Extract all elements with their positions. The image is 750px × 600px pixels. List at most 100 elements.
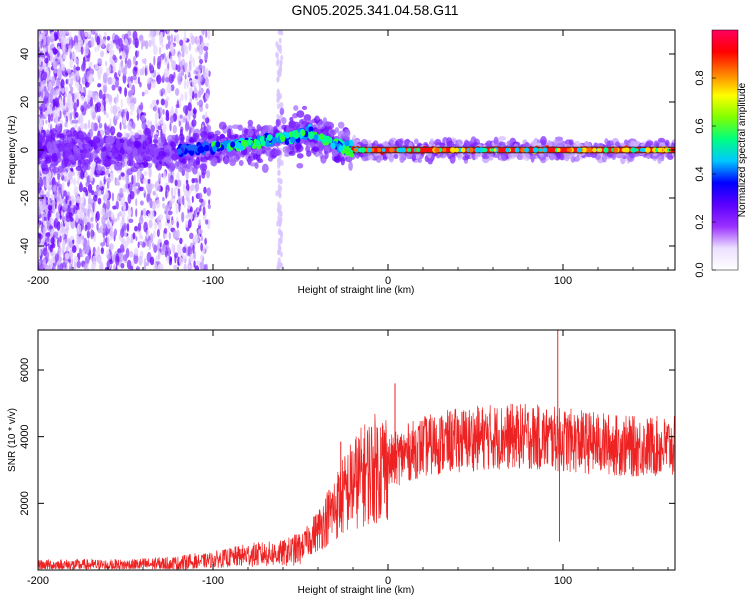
spectrogram-noise-cell — [103, 110, 107, 116]
spectrogram-noise-cell — [171, 219, 175, 224]
spectrogram-noise-cell — [128, 218, 134, 224]
spectrogram-halo-cell — [126, 155, 135, 160]
spectrogram-noise-cell — [51, 80, 55, 87]
spectrogram-noise-cell — [126, 110, 130, 122]
spectrogram-noise-cell — [33, 44, 36, 49]
spectrogram-noise-cell — [153, 55, 156, 66]
spectrogram-noise-cell — [124, 45, 129, 55]
spectrogram-halo-cell — [101, 151, 106, 161]
spectrogram-noise-cell — [178, 202, 181, 213]
spectrogram-noise-cell — [185, 121, 190, 131]
spectrogram-noise-cell — [169, 122, 172, 132]
spectrogram-noise-cell — [187, 101, 192, 112]
spectrogram-noise-cell — [34, 107, 37, 113]
spectrogram-noise-cell — [43, 35, 46, 47]
spectrogram-noise-cell — [94, 103, 99, 113]
spectrogram-noise-cell — [169, 55, 173, 63]
spectrogram-noise-cell — [49, 244, 53, 253]
spectrogram-halo-cell — [149, 146, 156, 156]
spectrogram-noise-cell — [177, 76, 182, 85]
spectrogram-noise-cell — [33, 125, 37, 131]
spectrogram-halo-cell — [456, 153, 463, 159]
spectrogram-noise-cell — [96, 44, 100, 52]
spectrogram-halo-cell — [74, 138, 83, 144]
spectrogram-noise-cell — [49, 54, 54, 64]
spectrogram-noise-cell — [33, 35, 36, 40]
spectrogram-halo-cell — [38, 133, 46, 144]
spectrogram-noise-cell — [33, 251, 36, 255]
spectrogram-halo-cell — [247, 129, 254, 137]
spectrogram-noise-cell — [162, 108, 165, 115]
spectrogram-noise-cell — [35, 119, 37, 125]
spectrogram-halo-cell — [340, 156, 345, 166]
spectrogram-noise-cell — [54, 190, 58, 196]
spectrogram-noise-cell — [44, 91, 50, 99]
spectrogram-halo-cell — [50, 127, 57, 137]
spectrogram-noise-cell — [158, 46, 162, 55]
spectrogram-noise-cell — [33, 111, 36, 117]
spectrogram-noise-cell — [157, 55, 162, 66]
spectrogram-noise-cell — [90, 228, 94, 240]
spectrogram-noise-cell — [145, 182, 151, 191]
spectrogram-noise-cell — [33, 68, 36, 77]
spectrogram-noise-cell — [90, 208, 94, 217]
spectrogram-noise-cell — [69, 235, 75, 241]
spectrogram-noise-cell — [115, 264, 118, 270]
spectrogram-halo-cell — [334, 127, 340, 134]
spectrogram-halo-cell — [493, 136, 499, 145]
spectrogram-noise-cell — [85, 43, 89, 54]
spectrogram-noise-cell — [59, 263, 64, 270]
spectrogram-noise-cell — [139, 186, 144, 192]
spectrogram-halo-cell — [223, 155, 230, 165]
spectrogram-noise-cell — [202, 206, 206, 216]
spectrogram-noise-cell — [115, 76, 119, 82]
spectrogram-noise-cell — [143, 265, 147, 270]
spectrogram-halo-cell — [119, 138, 125, 144]
spectrogram-noise-cell — [34, 54, 38, 61]
spectrogram-noise-cell — [33, 249, 37, 257]
spectrogram-halo-cell — [331, 149, 339, 157]
spectrogram-noise-cell — [34, 193, 37, 198]
spectrogram-noise-cell — [103, 31, 107, 37]
spectrogram-noise-cell — [34, 164, 36, 172]
spectrogram-halo-cell — [413, 138, 419, 145]
spectrogram-halo-cell — [132, 147, 138, 158]
spectrogram-noise-cell — [200, 235, 204, 242]
spectrogram-noise-cell — [198, 64, 203, 71]
spectrogram-noise-cell — [203, 71, 207, 79]
spectrogram-noise-cell — [169, 200, 173, 208]
spectrogram-noise-cell — [119, 86, 122, 95]
spectrogram-noise-cell — [43, 175, 47, 187]
spectrogram-halo-cell — [161, 161, 167, 167]
spectrogram-noise-cell — [141, 42, 144, 50]
spectrogram-noise-cell — [86, 230, 91, 239]
spectrogram-noise-cell — [278, 221, 282, 228]
spectrogram-noise-cell — [118, 175, 122, 181]
spectrogram-noise-cell — [33, 164, 36, 172]
spectrogram-noise-cell — [150, 30, 156, 38]
spectrogram-noise-cell — [59, 235, 62, 243]
spectrogram-noise-cell — [126, 58, 132, 69]
spectrogram-halo-cell — [116, 132, 123, 138]
spectrogram-noise-cell — [64, 222, 69, 229]
spectrogram-halo-cell — [563, 153, 570, 162]
spectrogram-noise-cell — [35, 265, 37, 271]
spectrogram-noise-cell — [45, 232, 51, 237]
spectrogram-noise-cell — [45, 119, 48, 124]
spectrogram-noise-cell — [280, 101, 284, 108]
spectrogram-noise-cell — [34, 49, 38, 60]
spectrogram-noise-cell — [183, 263, 187, 270]
spectrogram-noise-cell — [131, 260, 135, 267]
spectrogram-noise-cell — [80, 169, 85, 180]
spectrogram-halo-cell — [38, 146, 44, 157]
spectrogram-noise-cell — [81, 234, 84, 246]
spectrogram-halo-cell — [399, 153, 406, 162]
spectrogram-noise-cell — [32, 222, 37, 231]
spectrogram-noise-cell — [33, 184, 35, 193]
spectrogram-noise-cell — [151, 242, 155, 248]
spectrogram-noise-cell — [121, 216, 125, 227]
spectrogram-noise-cell — [34, 202, 37, 208]
spectrogram-noise-cell — [35, 75, 38, 84]
spectrogram-halo-cell — [288, 150, 296, 156]
spectrogram-halo-cell — [199, 163, 208, 172]
